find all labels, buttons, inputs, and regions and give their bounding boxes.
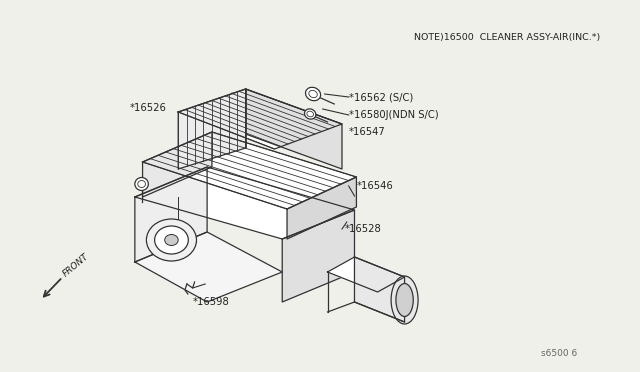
Text: NOTE)16500  CLEANER ASSY-AIR(INC.*): NOTE)16500 CLEANER ASSY-AIR(INC.*) [414, 32, 600, 42]
Ellipse shape [305, 109, 316, 119]
Polygon shape [178, 89, 342, 149]
Ellipse shape [164, 234, 178, 246]
Polygon shape [287, 177, 356, 239]
Polygon shape [143, 132, 356, 209]
Polygon shape [135, 167, 207, 262]
Text: *16528: *16528 [345, 224, 381, 234]
Text: *16546: *16546 [356, 181, 393, 191]
Text: *16526: *16526 [130, 103, 167, 113]
Text: *16562 (S/C): *16562 (S/C) [349, 92, 413, 102]
Polygon shape [178, 89, 246, 169]
Polygon shape [246, 89, 342, 169]
Text: *16580J(NDN S/C): *16580J(NDN S/C) [349, 110, 438, 120]
Ellipse shape [305, 87, 321, 101]
Ellipse shape [396, 283, 413, 317]
Text: *16547: *16547 [349, 127, 385, 137]
Polygon shape [355, 257, 404, 322]
Polygon shape [282, 210, 355, 302]
Ellipse shape [135, 177, 148, 190]
Text: FRONT: FRONT [61, 252, 91, 278]
Ellipse shape [391, 276, 418, 324]
Polygon shape [135, 167, 355, 239]
Text: s6500 6: s6500 6 [541, 350, 577, 359]
Polygon shape [135, 232, 282, 302]
Polygon shape [328, 257, 404, 292]
Ellipse shape [155, 226, 188, 254]
Ellipse shape [147, 219, 196, 261]
Text: *16598: *16598 [193, 297, 229, 307]
Polygon shape [143, 132, 212, 197]
